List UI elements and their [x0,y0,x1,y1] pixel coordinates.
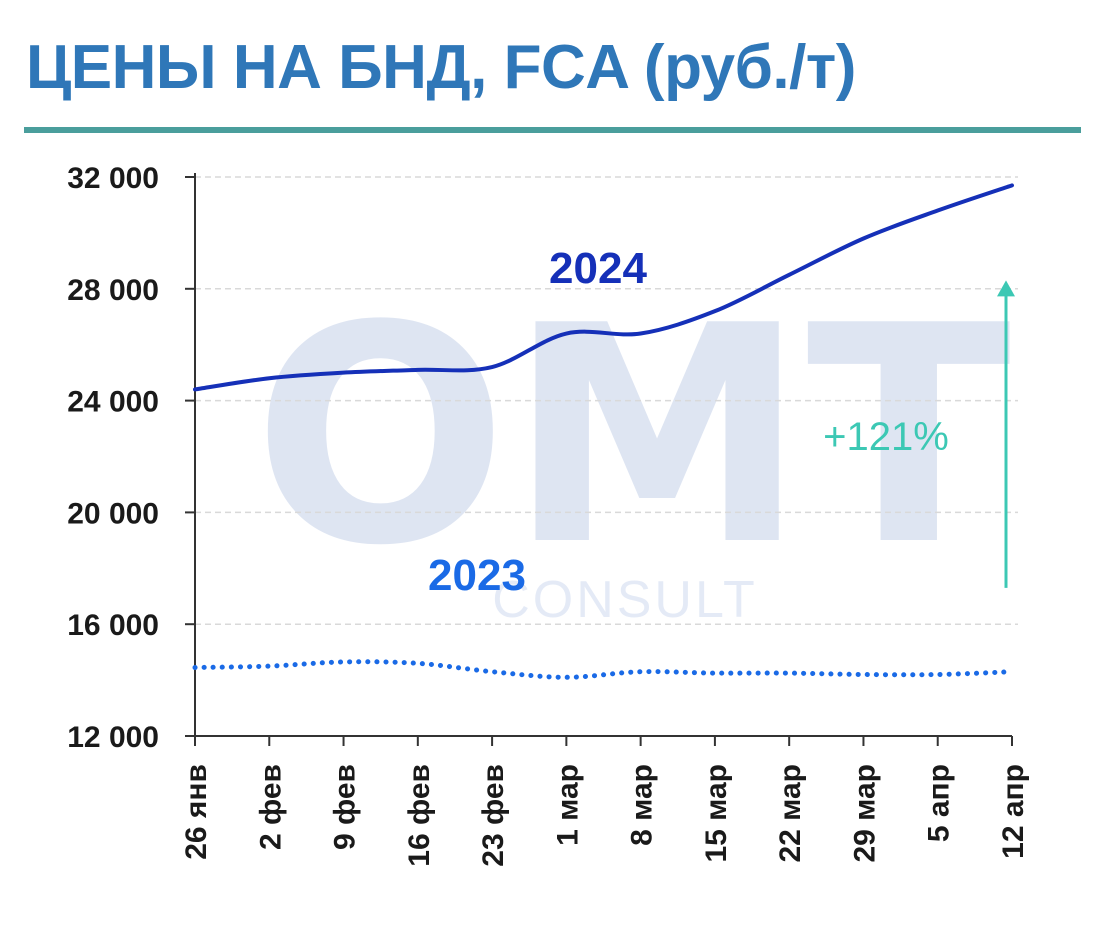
x-tick-label: 15 мар [700,764,733,863]
x-tick-label: 1 мар [551,764,584,846]
watermark-consult-text: CONSULT [492,571,758,629]
x-tick-label: 2 фев [254,764,287,850]
watermark-omt-text: OMT [253,262,1013,611]
x-tick-label: 22 мар [774,764,807,863]
x-tick-label: 5 апр [923,764,956,842]
series-label-2024: 2024 [549,244,647,293]
chart-axes [194,173,1012,737]
x-tick-label: 12 апр [997,764,1030,859]
y-tick-label: 28 000 [67,274,159,307]
x-axis-ticks: 26 янв 2 фев 9 фев 16 фев 23 фев 1 мар 8 мар 15… [180,736,1030,867]
x-tick-label: 23 фев [477,764,510,867]
x-tick-label: 29 мар [848,764,881,863]
y-axis-ticks: 12 000 16 000 20 000 24 000 28 000 32 000 [67,162,195,754]
x-tick-label: 9 фев [329,764,362,850]
series-line-2024 [193,183,1014,392]
series-label-2023: 2023 [428,551,526,600]
x-tick-label: 8 мар [626,764,659,846]
x-tick-label: 26 янв [180,764,213,860]
grid-lines [195,176,1018,625]
y-tick-label: 12 000 [67,721,159,754]
page-title: ЦЕНЫ НА БНД, FCA (руб./т) [26,33,856,102]
y-tick-label: 20 000 [67,497,159,530]
x-tick-label: 16 фев [403,764,436,867]
y-tick-label: 16 000 [67,609,159,642]
series-labels: 2024 2023 [428,244,647,600]
title-rule [24,127,1081,133]
y-tick-label: 24 000 [67,386,159,419]
y-tick-label: 32 000 [67,162,159,195]
arrow-head-icon [997,280,1015,297]
series-group [192,183,1015,680]
series-line-2023 [192,659,1015,680]
omt-consult-watermark: OMT CONSULT [253,262,1013,629]
growth-annotation: +121% [823,280,1015,588]
growth-percent-label: +121% [823,415,949,459]
